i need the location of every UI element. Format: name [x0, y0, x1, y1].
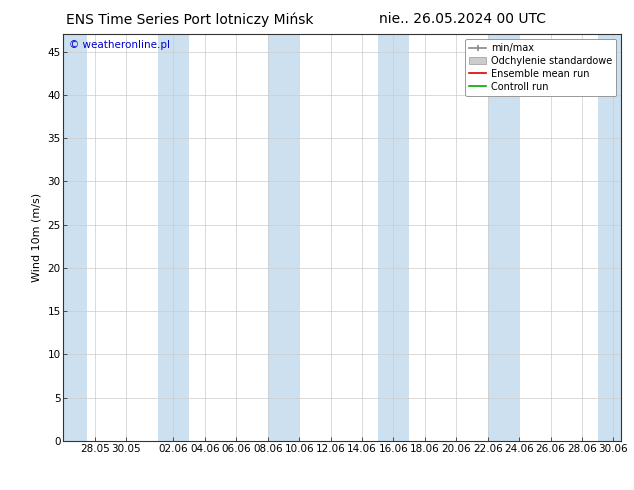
Bar	[488, 34, 519, 441]
Bar	[158, 34, 189, 441]
Text: nie.. 26.05.2024 00 UTC: nie.. 26.05.2024 00 UTC	[379, 12, 547, 26]
Bar	[598, 34, 621, 441]
Text: ENS Time Series Port lotniczy Mińsk: ENS Time Series Port lotniczy Mińsk	[67, 12, 314, 27]
Bar	[63, 34, 87, 441]
Y-axis label: Wind 10m (m/s): Wind 10m (m/s)	[32, 193, 42, 282]
Legend: min/max, Odchylenie standardowe, Ensemble mean run, Controll run: min/max, Odchylenie standardowe, Ensembl…	[465, 39, 616, 96]
Text: © weatheronline.pl: © weatheronline.pl	[69, 40, 170, 50]
Bar	[378, 34, 409, 441]
Bar	[268, 34, 299, 441]
